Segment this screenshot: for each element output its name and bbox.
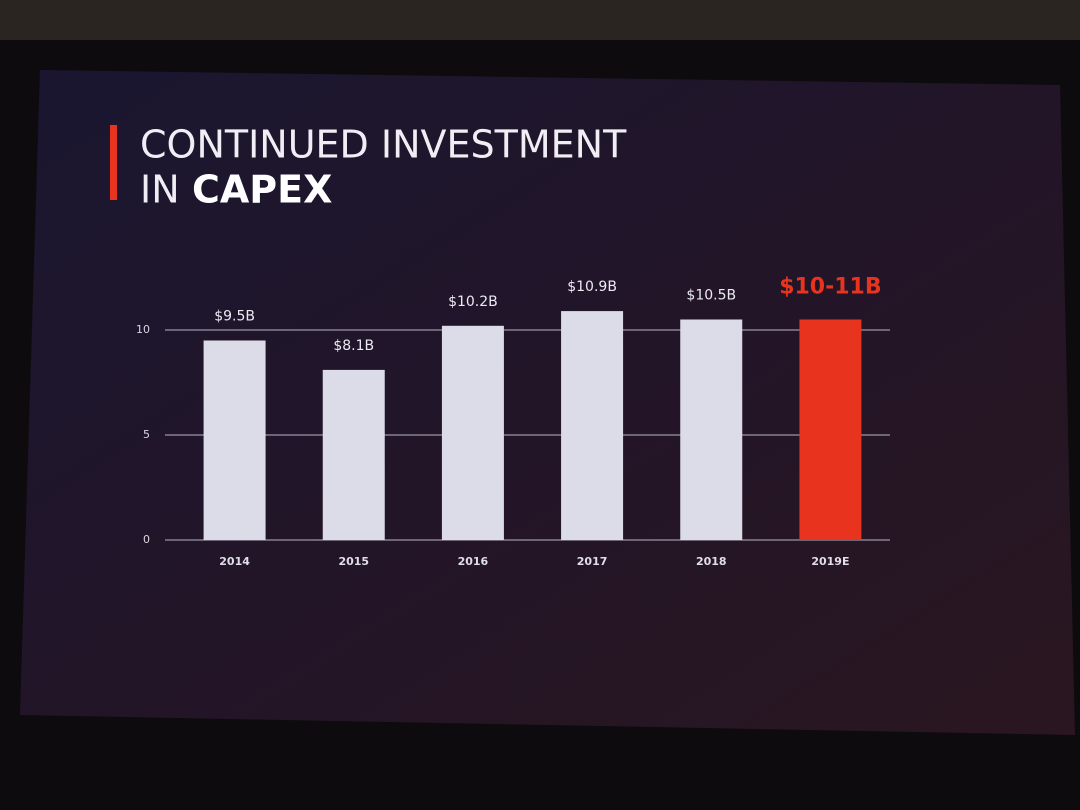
ceiling <box>0 0 1080 40</box>
title-line: IN <box>140 168 180 212</box>
value-label: $9.5B <box>214 309 255 325</box>
chart: 0 5 10 2014 $9.5B 2015 $8.1B 2016 $10.2B 2017 $10.… <box>136 275 890 568</box>
value-label: $10.9B <box>567 279 617 295</box>
x-tick-label: 2018 <box>696 555 727 568</box>
y-tick-label: 5 <box>143 428 150 441</box>
value-label: $8.1B <box>333 338 374 354</box>
x-tick-label: 2015 <box>338 555 369 568</box>
title-emphasis: CAPEX <box>192 168 332 212</box>
bar <box>561 311 624 540</box>
value-label: $10.5B <box>686 288 736 304</box>
bar <box>322 369 385 540</box>
bar <box>441 325 504 540</box>
x-tick-label: 2017 <box>577 555 608 568</box>
value-label: $10.2B <box>448 294 498 310</box>
slide <box>20 70 1075 735</box>
title-line: CONTINUED INVESTMENT <box>140 123 627 167</box>
bar <box>799 319 862 540</box>
y-tick-label: 10 <box>136 323 150 336</box>
x-tick-label: 2014 <box>219 555 250 568</box>
bar <box>680 319 743 540</box>
value-label: $10-11B <box>779 275 881 300</box>
x-tick-label: 2016 <box>458 555 489 568</box>
x-tick-label: 2019E <box>811 555 849 568</box>
y-tick-label: 0 <box>143 533 150 546</box>
bar <box>203 340 266 540</box>
title-accent <box>110 125 117 200</box>
